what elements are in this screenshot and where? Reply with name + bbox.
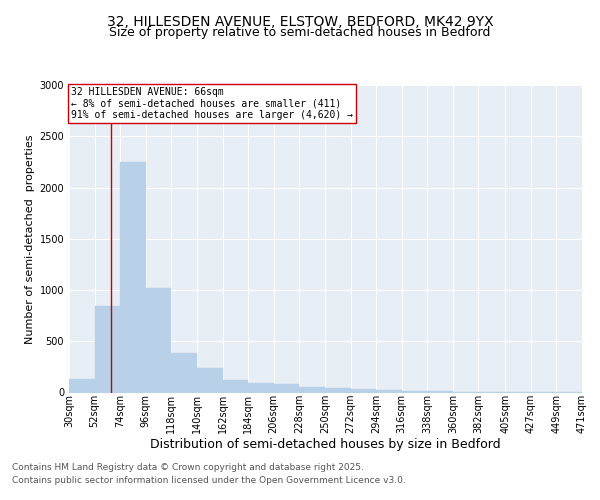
Bar [120, 162, 146, 392]
Bar [223, 380, 248, 392]
Text: Size of property relative to semi-detached houses in Bedford: Size of property relative to semi-detach… [109, 26, 491, 39]
Bar [172, 352, 197, 393]
Text: Contains HM Land Registry data © Crown copyright and database right 2025.: Contains HM Land Registry data © Crown c… [12, 464, 364, 472]
Bar [325, 388, 350, 392]
Bar [69, 379, 95, 392]
Bar [248, 383, 274, 392]
Y-axis label: Number of semi-detached  properties: Number of semi-detached properties [25, 134, 35, 344]
Bar [274, 384, 299, 392]
Bar [401, 391, 427, 392]
X-axis label: Distribution of semi-detached houses by size in Bedford: Distribution of semi-detached houses by … [150, 438, 501, 450]
Text: 32, HILLESDEN AVENUE, ELSTOW, BEDFORD, MK42 9YX: 32, HILLESDEN AVENUE, ELSTOW, BEDFORD, M… [107, 15, 493, 29]
Bar [299, 387, 325, 392]
Text: 32 HILLESDEN AVENUE: 66sqm
← 8% of semi-detached houses are smaller (411)
91% of: 32 HILLESDEN AVENUE: 66sqm ← 8% of semi-… [71, 86, 353, 120]
Bar [146, 288, 172, 393]
Bar [197, 368, 223, 392]
Bar [376, 390, 401, 392]
Text: Contains public sector information licensed under the Open Government Licence v3: Contains public sector information licen… [12, 476, 406, 485]
Bar [350, 390, 376, 392]
Bar [95, 306, 120, 392]
